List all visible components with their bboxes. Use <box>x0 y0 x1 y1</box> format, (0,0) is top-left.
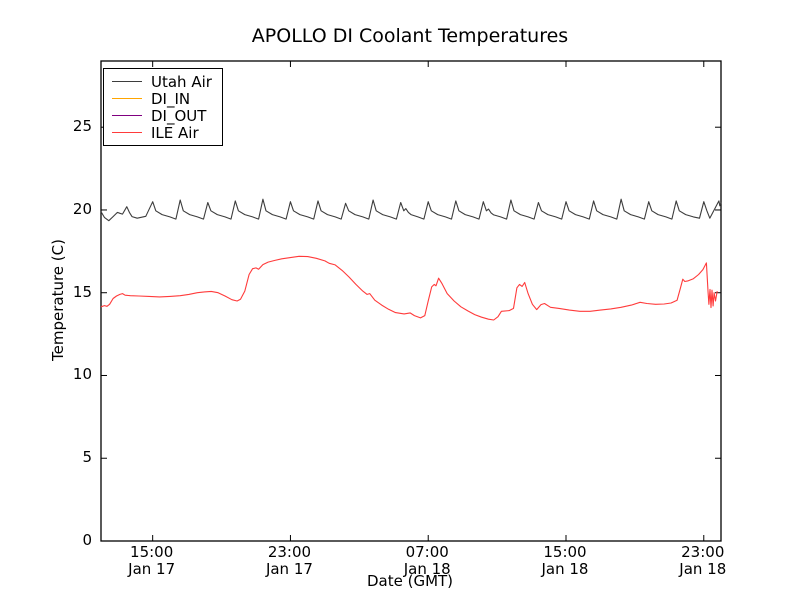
y-tick-label: 10 <box>72 365 92 384</box>
plot-area <box>100 60 722 542</box>
legend: Utah Air DI_IN DI_OUT ILE Air <box>103 68 223 146</box>
legend-label: Utah Air <box>151 72 212 91</box>
series-line-utah-air <box>100 198 722 222</box>
legend-line-swatch <box>112 132 142 133</box>
legend-item: DI_OUT <box>112 106 212 125</box>
legend-line-swatch <box>112 115 142 116</box>
y-tick-label: 15 <box>72 282 92 301</box>
x-tick-label: 15:00 Jan 18 <box>541 543 589 578</box>
legend-line-swatch <box>112 98 142 99</box>
series-line-ile-air <box>100 255 718 321</box>
chart-title: APOLLO DI Coolant Temperatures <box>251 25 569 47</box>
legend-label: DI_IN <box>151 89 191 108</box>
x-tick-label: 23:00 Jan 17 <box>265 543 313 578</box>
y-tick-label: 20 <box>72 199 92 218</box>
y-tick-label: 0 <box>82 531 92 549</box>
legend-item: Utah Air <box>112 72 212 91</box>
legend-line-swatch <box>112 81 142 82</box>
y-tick-label: 25 <box>72 117 92 136</box>
legend-item: ILE Air <box>112 123 212 142</box>
x-tick-label: 15:00 Jan 17 <box>128 543 176 578</box>
legend-label: ILE Air <box>151 123 199 142</box>
legend-label: DI_OUT <box>151 106 207 125</box>
x-tick-label: 07:00 Jan 18 <box>403 543 451 578</box>
legend-item: DI_IN <box>112 89 212 108</box>
plot-frame <box>100 60 722 542</box>
y-tick-label: 5 <box>82 448 92 467</box>
x-tick-label: 23:00 Jan 18 <box>679 543 727 578</box>
y-axis-label: Temperature (C) <box>49 239 67 361</box>
x-axis-label: Date (GMT) <box>366 572 454 590</box>
